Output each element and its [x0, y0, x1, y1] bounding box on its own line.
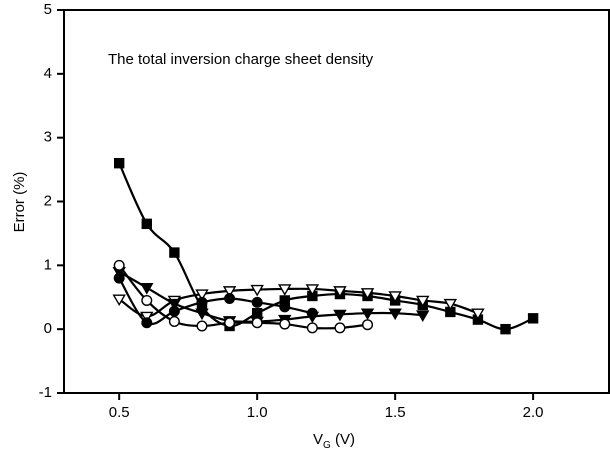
marker: [196, 296, 208, 308]
marker: [141, 294, 153, 306]
marker: [250, 284, 264, 297]
marker: [140, 311, 154, 324]
marker: [388, 308, 402, 321]
marker: [333, 286, 347, 298]
marker: [140, 282, 154, 295]
marker: [416, 295, 430, 308]
y-tick-label: -1: [39, 384, 52, 401]
y-tick-label: 3: [44, 129, 52, 146]
marker: [278, 284, 292, 296]
marker: [195, 289, 209, 301]
y-tick-label: 1: [44, 256, 52, 273]
x-axis-label: VG (V): [313, 431, 355, 451]
x-label-rest: (V): [331, 431, 355, 448]
marker: [362, 319, 374, 331]
marker: [196, 320, 208, 332]
marker: [251, 296, 263, 308]
marker: [360, 288, 375, 300]
marker: [527, 313, 539, 324]
marker: [306, 307, 318, 319]
x-tick-label: 0.5: [109, 404, 130, 421]
marker: [141, 218, 152, 230]
marker: [168, 305, 180, 317]
marker: [279, 301, 291, 313]
marker: [471, 308, 485, 321]
marker: [333, 309, 347, 322]
x-tick-label: 1.0: [247, 404, 268, 421]
x-tick-label: 1.5: [385, 404, 406, 421]
marker: [251, 317, 263, 329]
marker: [224, 293, 236, 305]
marker: [168, 316, 180, 328]
marker: [360, 308, 375, 321]
annotation: The total inversion charge sheet density: [108, 51, 374, 68]
marker: [388, 291, 402, 303]
marker: [305, 284, 320, 296]
marker: [112, 294, 126, 307]
marker: [416, 310, 430, 323]
y-tick-label: 0: [44, 320, 52, 337]
marker: [334, 322, 346, 334]
y-tick-label: 4: [44, 65, 52, 82]
marker: [279, 318, 291, 330]
y-tick-label: 5: [44, 1, 52, 18]
x-tick-label: 2.0: [523, 404, 544, 421]
marker: [224, 317, 236, 329]
y-tick-label: 2: [44, 192, 52, 209]
marker: [113, 157, 125, 169]
series-line: [118, 162, 534, 331]
marker: [167, 298, 182, 311]
marker: [113, 272, 125, 284]
x-label-main: V: [313, 431, 323, 448]
marker: [195, 308, 209, 321]
x-label-sub: G: [323, 440, 331, 451]
marker: [500, 323, 511, 335]
marker: [113, 259, 125, 271]
y-axis-label: Error (%): [11, 172, 28, 233]
marker: [306, 322, 318, 334]
marker: [169, 247, 180, 258]
marker: [222, 286, 237, 298]
series-line: [118, 264, 368, 330]
marker: [251, 308, 263, 319]
marker: [141, 317, 153, 329]
marker: [443, 298, 458, 311]
